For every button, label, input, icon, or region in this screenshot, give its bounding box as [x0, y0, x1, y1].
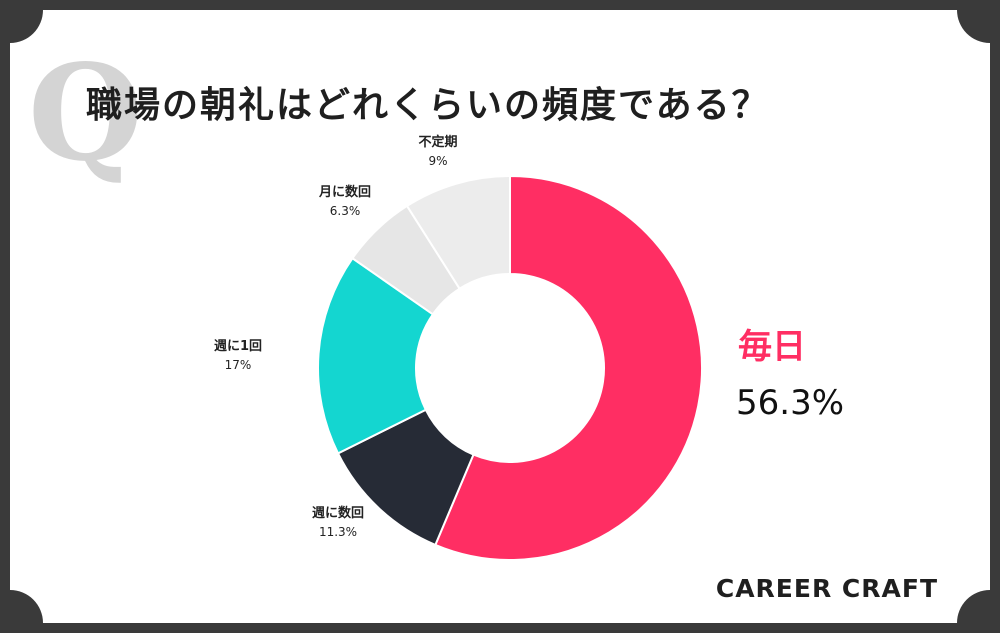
slice-label-name-5: 不定期 [418, 134, 457, 150]
chart-title: 職場の朝礼はどれくらいの頻度である？ [86, 85, 770, 126]
q-watermark: Q [28, 36, 143, 191]
slice-label-name-4: 月に数回 [318, 184, 371, 200]
slice-label-name-3: 週に1回 [214, 339, 262, 354]
donut-slice-3 [317, 256, 435, 455]
slice-label-value-2: 11.3% [319, 525, 357, 539]
slice-label-value-3: 17% [225, 358, 252, 372]
slice-label-value-4: 6.3% [330, 204, 361, 218]
slice-label-value-5: 9% [428, 154, 447, 168]
slice-label-main-value: 56.3% [736, 383, 844, 423]
donut-slice-5 [405, 174, 511, 291]
slice-label-name-2: 週に数回 [312, 505, 364, 521]
slice-label-main-name: 毎日 [738, 327, 806, 367]
brand-logo: CAREER CRAFT [715, 574, 938, 603]
donut-slice-1 [434, 174, 703, 561]
donut-chart: 毎日 56.3% 週に数回 11.3% 週に1回 17% 月に数回 6.3% 不定期 9% [214, 134, 844, 561]
chart-card: Q 職場の朝礼はどれくらいの頻度である？ 毎日 56.3% 週に数回 11.3% 週に1… [10, 10, 990, 623]
